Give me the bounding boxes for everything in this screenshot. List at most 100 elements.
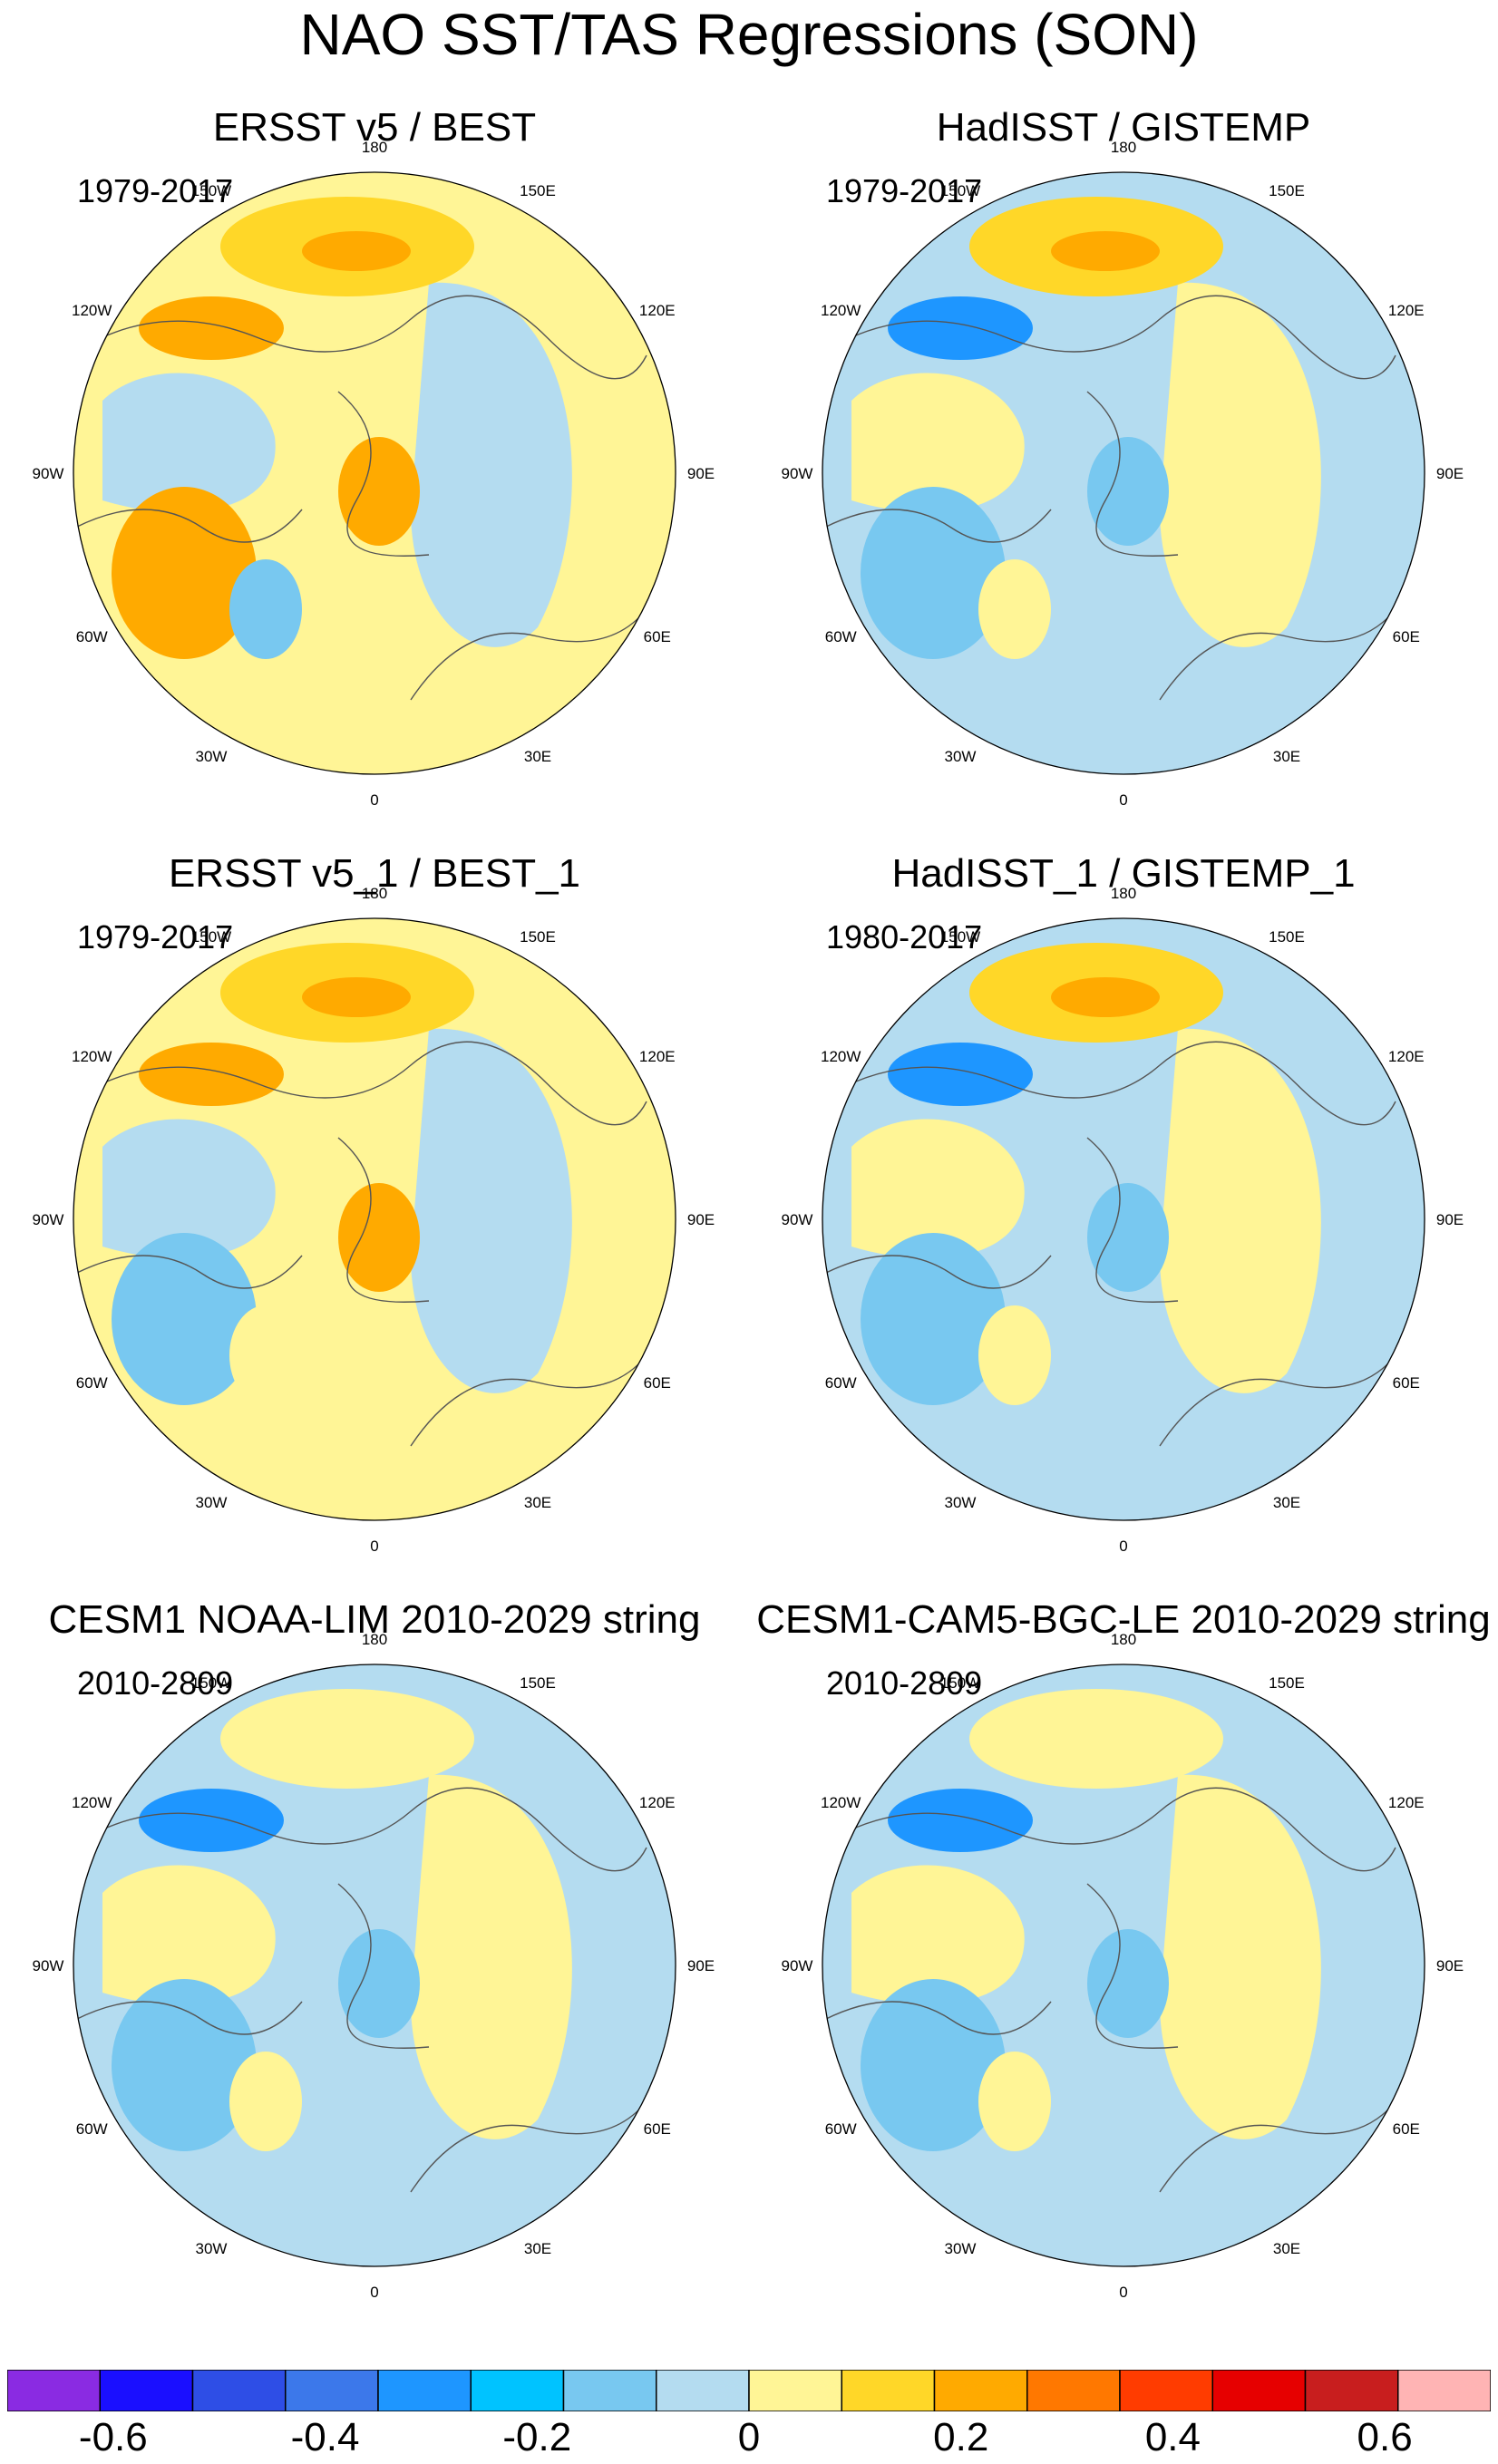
colorbar	[7, 2370, 1491, 2411]
longitude-label: 150W	[191, 182, 231, 199]
coastline	[823, 1255, 1052, 1289]
alaska-anomaly	[139, 1789, 284, 1852]
colorbar-swatch	[1211, 2370, 1307, 2411]
longitude-label: 0	[370, 2284, 378, 2301]
longitude-label: 30W	[945, 2240, 977, 2257]
coastline	[410, 1354, 647, 1447]
longitude-label: 0	[370, 791, 378, 809]
longitude-label: 180	[362, 1631, 387, 1648]
coastline	[410, 2100, 647, 2193]
longitude-label: 30W	[196, 748, 228, 765]
period-label: 1979-2017	[826, 172, 983, 209]
colorbar-swatch	[1304, 2370, 1399, 2411]
map-frame	[73, 1664, 676, 2267]
longitude-label: 90W	[782, 1211, 813, 1228]
coastline	[337, 391, 430, 557]
period-label: 2010-2809	[826, 1664, 983, 1702]
longitude-label: 30W	[945, 748, 977, 765]
eurasia-anomaly	[411, 1028, 572, 1393]
longitude-label: 90W	[33, 1211, 64, 1228]
alaska-anomaly	[139, 1043, 284, 1106]
arctic-anomaly	[1087, 1929, 1169, 2038]
colorbar-swatch	[285, 2370, 379, 2411]
colorbar-tick-label: -0.2	[502, 2415, 572, 2459]
longitude-label: 90W	[782, 465, 813, 482]
longitude-label: 150E	[1269, 928, 1305, 946]
north-atlantic-anomaly	[861, 1233, 1006, 1405]
longitude-label: 30E	[524, 2240, 551, 2257]
north-america-anomaly	[102, 373, 276, 513]
map-frame	[822, 917, 1425, 1521]
subpolar-gyre-anomaly	[978, 559, 1051, 659]
eurasia-anomaly	[1160, 1028, 1321, 1393]
longitude-label: 60E	[1393, 1374, 1420, 1392]
alaska-anomaly	[888, 296, 1033, 360]
longitude-label: 120E	[1388, 302, 1425, 319]
north-america-anomaly	[851, 373, 1025, 513]
longitude-label: 60W	[76, 628, 108, 645]
longitude-label: 150E	[1269, 1674, 1305, 1692]
longitude-label: 120E	[1388, 1048, 1425, 1065]
longitude-label: 30W	[196, 2240, 228, 2257]
longitude-label: 120W	[72, 1794, 112, 1811]
longitude-label: 90E	[687, 465, 715, 482]
coastline	[823, 509, 1052, 543]
subpolar-gyre-anomaly	[978, 1305, 1051, 1405]
longitude-label: 30E	[1273, 1494, 1300, 1511]
panel-title: ERSST v5_1 / BEST_1	[168, 851, 581, 896]
polar-map: 180 150E 120E 90E 60E 30E 0 30W 60W 90W 120W 150W	[782, 1631, 1464, 2301]
period-label: 2010-2809	[77, 1664, 234, 1702]
period-label: 1979-2017	[77, 918, 234, 956]
coastline	[83, 1787, 647, 1872]
longitude-label: 30W	[196, 1494, 228, 1511]
longitude-label: 30E	[1273, 2240, 1300, 2257]
arctic-anomaly	[338, 1929, 420, 2038]
north-pacific-core	[302, 231, 411, 271]
coastline	[410, 608, 647, 701]
colorbar-swatch	[562, 2370, 657, 2411]
longitude-label: 90E	[687, 1211, 715, 1228]
eurasia-anomaly	[411, 282, 572, 647]
longitude-label: 150W	[940, 182, 980, 199]
map-panel-ersst-best-1: 180 150E 120E 90E 60E 30E 0 30W 60W 90W 120W 150W E…	[0, 746, 749, 1555]
alaska-anomaly	[888, 1789, 1033, 1852]
coastline	[74, 2001, 303, 2035]
longitude-label: 60E	[1393, 2120, 1420, 2138]
colorbar-tick-label: -0.6	[78, 2415, 148, 2459]
eurasia-anomaly	[411, 1774, 572, 2139]
north-pacific-core	[302, 977, 411, 1017]
longitude-label: 90W	[782, 1957, 813, 1974]
map-frame	[73, 917, 676, 1521]
colorbar-swatch	[841, 2370, 936, 2411]
colorbar-swatch	[99, 2370, 194, 2411]
subpolar-gyre-anomaly	[229, 1305, 302, 1405]
longitude-label: 60W	[825, 628, 857, 645]
arctic-anomaly	[338, 437, 420, 546]
map-frame	[822, 1664, 1425, 2267]
north-atlantic-anomaly	[112, 1979, 257, 2151]
colorbar-tick-label: 0.4	[1144, 2415, 1201, 2459]
coastline	[1086, 391, 1179, 557]
polar-map: 180 150E 120E 90E 60E 30E 0 30W 60W 90W 120W 150W	[33, 1631, 715, 2301]
polar-map: 180 150E 120E 90E 60E 30E 0 30W 60W 90W 120W 150W	[33, 139, 715, 809]
colorbar-swatch	[1397, 2370, 1491, 2411]
longitude-label: 150W	[940, 1674, 980, 1692]
colorbar-tick-label: 0	[737, 2415, 761, 2459]
alaska-anomaly	[888, 1043, 1033, 1106]
coastline	[337, 1883, 430, 2049]
north-pacific-core	[1051, 231, 1160, 271]
map-panel-ersst-best: 180 150E 120E 90E 60E 30E 0 30W 60W 90W 120W 150W E…	[0, 0, 749, 809]
coastline	[337, 1137, 430, 1303]
colorbar-swatch	[748, 2370, 842, 2411]
longitude-label: 90E	[1436, 1211, 1464, 1228]
longitude-label: 90W	[33, 1957, 64, 1974]
longitude-label: 90E	[1436, 465, 1464, 482]
longitude-label: 0	[1119, 791, 1127, 809]
longitude-label: 150W	[191, 1674, 231, 1692]
coastline	[1086, 1137, 1179, 1303]
longitude-label: 180	[1111, 1631, 1136, 1648]
longitude-label: 180	[1111, 885, 1136, 902]
longitude-label: 0	[1119, 2284, 1127, 2301]
longitude-label: 150E	[520, 928, 556, 946]
coastline	[823, 2001, 1052, 2035]
